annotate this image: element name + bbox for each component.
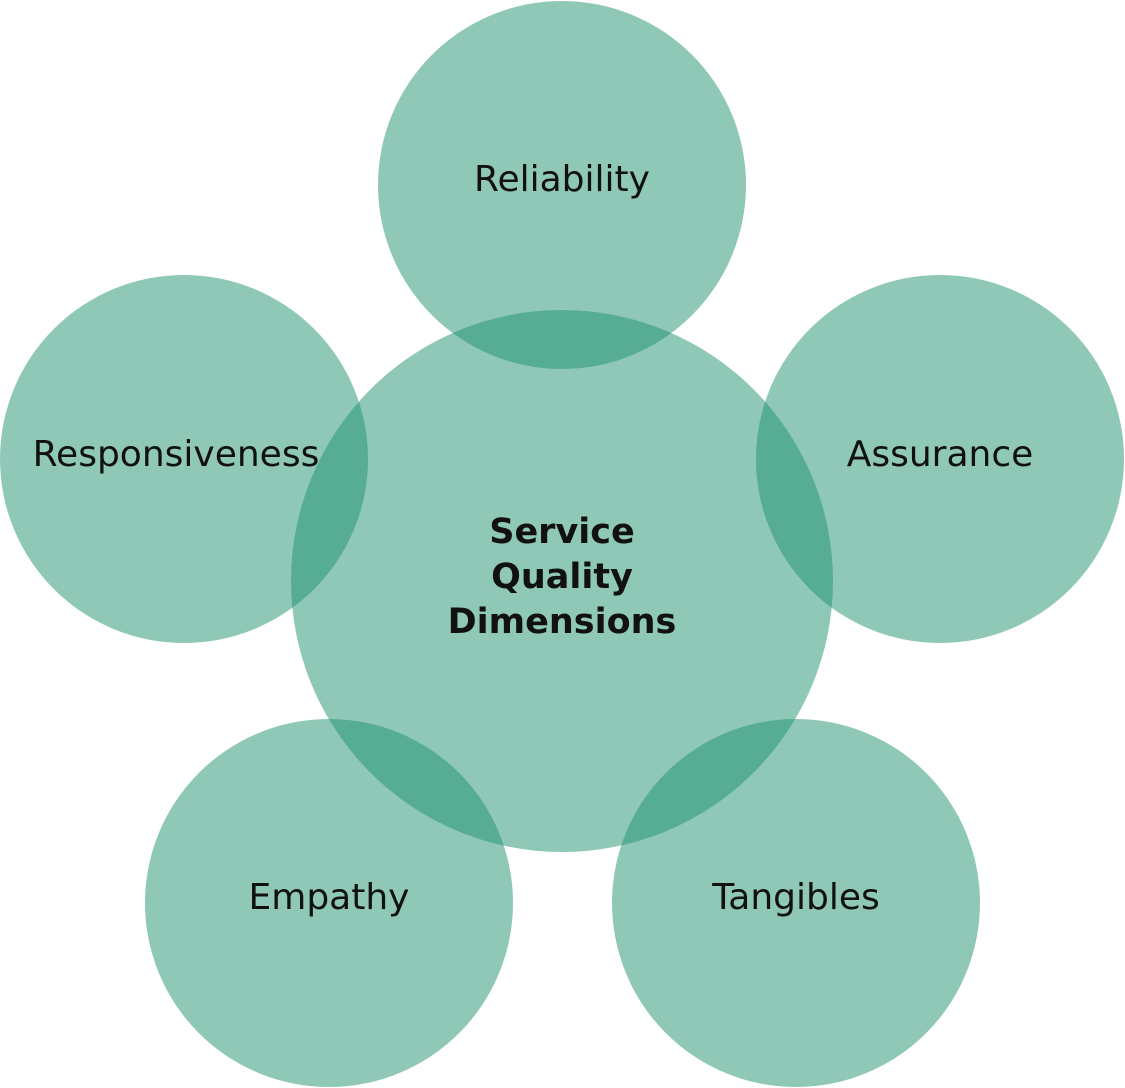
center-label-line-3: Dimensions [448, 602, 677, 642]
tangibles-label: Tangibles [711, 877, 880, 918]
assurance-label: Assurance [847, 434, 1034, 475]
reliability-circle [378, 1, 746, 369]
empathy-circle [145, 719, 513, 1087]
responsiveness-label: Responsiveness [33, 434, 320, 475]
center-label-line-2: Quality [491, 557, 633, 597]
reliability-label: Reliability [474, 159, 650, 200]
center-label-line-1: Service [489, 512, 635, 552]
responsiveness-circle [0, 275, 368, 643]
tangibles-circle [612, 719, 980, 1087]
assurance-circle [756, 275, 1124, 643]
empathy-label: Empathy [249, 877, 410, 918]
center-circle [291, 310, 833, 852]
